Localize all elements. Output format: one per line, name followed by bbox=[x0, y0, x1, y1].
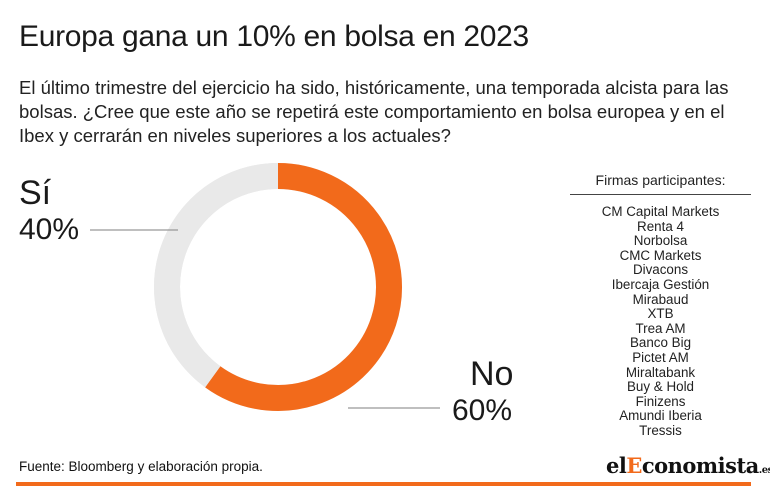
slice-label-no-value: 60% bbox=[452, 394, 513, 427]
source-note: Fuente: Bloomberg y elaboración propia. bbox=[19, 459, 263, 474]
firm-item: Trea AM bbox=[635, 320, 686, 336]
firm-item: Buy & Hold bbox=[627, 379, 694, 395]
firm-item: Miraltabank bbox=[625, 364, 696, 380]
firm-item: Renta 4 bbox=[637, 218, 684, 234]
firms-divider bbox=[570, 194, 751, 195]
firms-panel: Firmas participantes: CM Capital Markets… bbox=[568, 172, 753, 439]
logo-part-e: E bbox=[626, 453, 642, 478]
firm-item: CM Capital Markets bbox=[601, 204, 720, 219]
firm-item: Ibercaja Gestión bbox=[611, 276, 710, 292]
firm-item: Divacons bbox=[632, 262, 689, 278]
eleconomista-logo: elEconomista.es bbox=[606, 453, 770, 478]
firm-item: Norbolsa bbox=[633, 233, 688, 249]
firms-list: CM Capital Markets Renta 4 Norbolsa CMC Mar… bbox=[568, 204, 753, 439]
slice-label-si-value: 40% bbox=[19, 213, 80, 246]
firm-item: CMC Markets bbox=[619, 247, 702, 263]
donut-slice-si bbox=[154, 163, 279, 388]
donut-slice-no bbox=[205, 163, 402, 411]
firm-item: Amundi Iberia bbox=[619, 408, 702, 424]
logo-tld: .es bbox=[758, 465, 770, 476]
firm-item: Finizens bbox=[635, 393, 686, 409]
survey-question: El último trimestre del ejercicio ha sid… bbox=[19, 77, 729, 146]
firms-heading: Firmas participantes: bbox=[595, 172, 726, 188]
donut-chart: Sí 40% No 60% bbox=[0, 160, 560, 450]
slice-label-no-name: No bbox=[470, 355, 514, 393]
firm-item: Mirabaud bbox=[632, 291, 689, 307]
donut-svg bbox=[90, 163, 440, 411]
bottom-accent-bar bbox=[16, 482, 751, 486]
slice-label-si-name: Sí bbox=[19, 174, 52, 212]
logo-part-conomista: conomista bbox=[641, 453, 759, 478]
firm-item: Banco Big bbox=[629, 335, 692, 351]
chart-title: Europa gana un 10% en bolsa en 2023 bbox=[19, 20, 529, 53]
logo-part-el: el bbox=[606, 453, 627, 478]
firm-item: Tressis bbox=[639, 422, 682, 438]
firm-item: Pictet AM bbox=[632, 349, 689, 365]
firm-item: XTB bbox=[647, 306, 674, 322]
